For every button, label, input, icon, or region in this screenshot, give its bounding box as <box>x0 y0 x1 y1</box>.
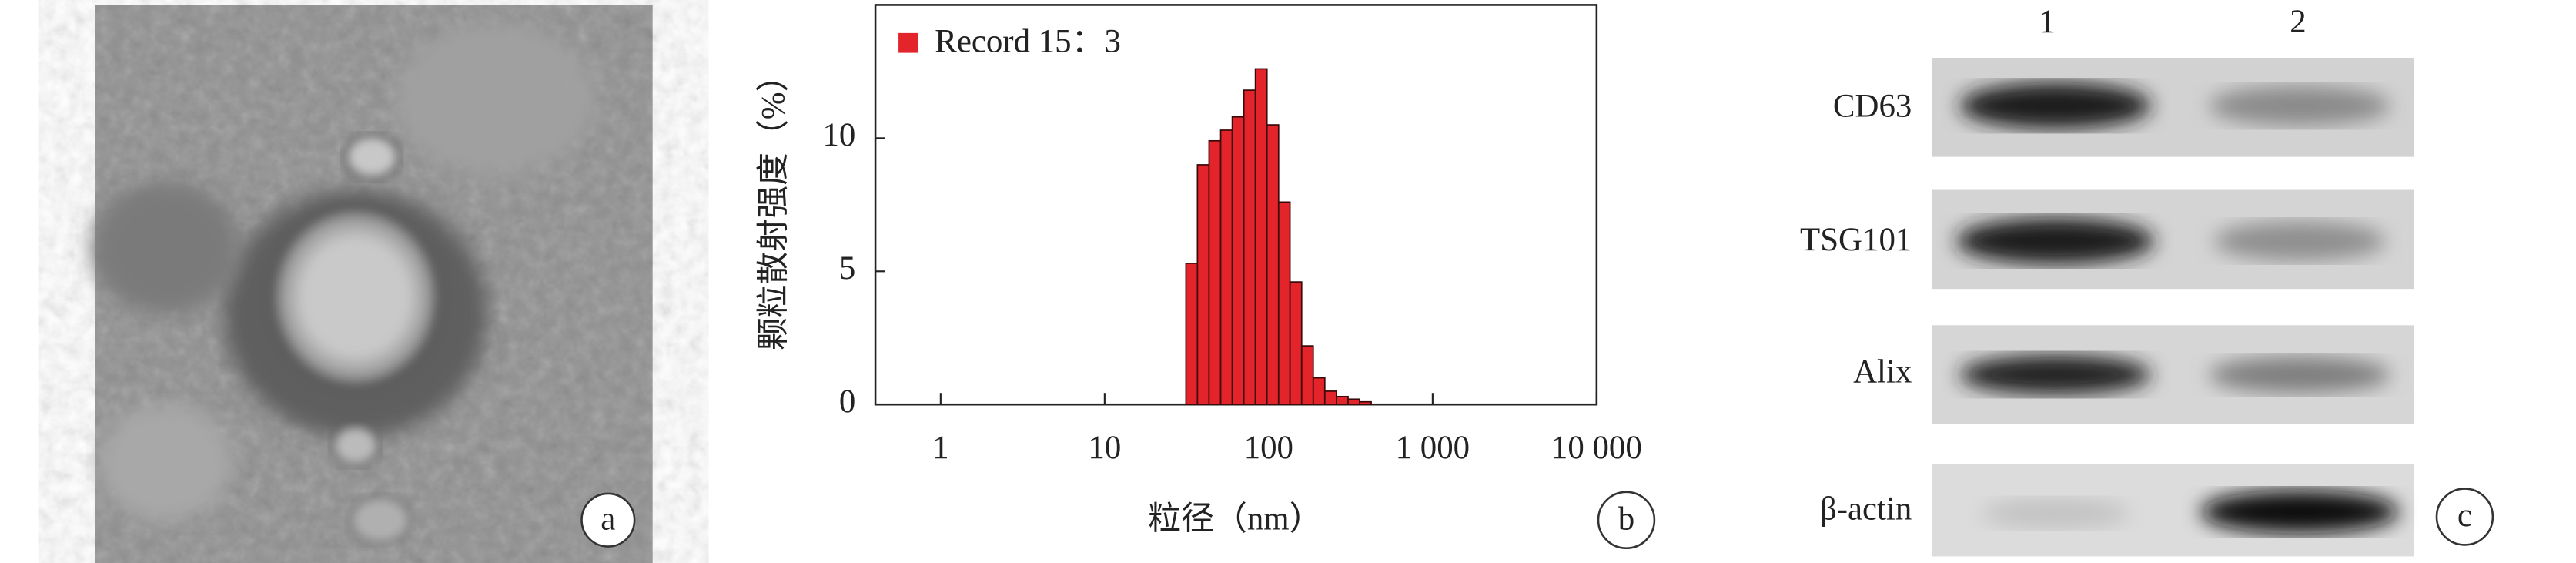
lane-label: 1 <box>2039 4 2055 40</box>
histogram-bar <box>1359 400 1372 406</box>
row-label: TSG101 <box>1800 222 1912 258</box>
panel-label: a <box>601 501 615 537</box>
x-tick-label: 100 <box>1244 430 1293 466</box>
histogram-bar <box>1208 139 1222 406</box>
y-tick-label: 10 <box>822 117 855 153</box>
histogram-bar <box>1219 129 1233 406</box>
panel-label: b <box>1618 501 1634 537</box>
panel-label: c <box>2457 498 2472 534</box>
y-axis-label: 颗粒散射强度（%） <box>755 59 791 351</box>
y-tick-label: 0 <box>839 384 855 420</box>
histogram-bar <box>1185 263 1199 406</box>
histogram-bar <box>1266 124 1280 406</box>
histogram-bar <box>1231 116 1245 406</box>
histogram-bar <box>1277 201 1291 406</box>
row-label: Alix <box>1853 354 1912 390</box>
histogram-bar <box>1196 164 1210 406</box>
histogram-bar <box>1312 377 1326 406</box>
histogram-bar <box>1347 398 1360 406</box>
legend-swatch <box>898 32 918 53</box>
row-label: CD63 <box>1833 88 1912 124</box>
x-tick-label: 1 000 <box>1396 430 1470 466</box>
western-blot <box>1932 58 2414 557</box>
histogram-bar <box>1300 345 1314 406</box>
histogram-bar <box>1336 395 1349 406</box>
histogram-bar <box>1323 390 1337 406</box>
lane-label: 2 <box>2290 4 2306 40</box>
x-tick-label: 10 000 <box>1551 430 1642 466</box>
x-tick-label: 10 <box>1088 430 1121 466</box>
y-tick-label: 5 <box>839 250 855 287</box>
histogram-bar <box>1289 281 1303 406</box>
legend-label: Record 15：3 <box>935 24 1121 60</box>
row-label: β-actin <box>1820 491 1912 527</box>
histogram-bar <box>1254 68 1268 406</box>
tem-image: a <box>91 5 653 563</box>
x-axis-label: 粒径（nm） <box>1148 501 1322 537</box>
histogram-bar <box>1243 89 1256 406</box>
x-tick-label: 1 <box>932 430 948 466</box>
